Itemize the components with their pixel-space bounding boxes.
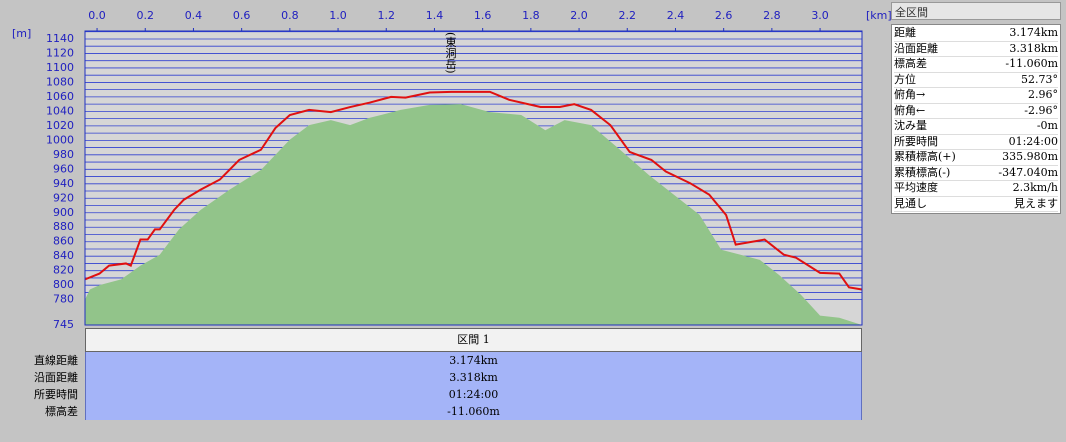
section-value: 3.318km <box>85 369 862 386</box>
summary-row: 累積標高(+) 335.980m <box>894 150 1058 166</box>
y-tick-label: 745 <box>53 318 74 331</box>
x-unit: [km] <box>866 9 892 22</box>
summary-row: 標高差 -11.060m <box>894 57 1058 73</box>
y-tick-label: 1060 <box>46 90 74 103</box>
y-tick-label: 820 <box>53 264 74 277</box>
section-row: 直線距離 3.174km <box>0 352 862 369</box>
x-tick-label: 1.0 <box>329 9 347 22</box>
summary-label: 所要時間 <box>894 135 938 150</box>
summary-label: 沈み量 <box>894 119 927 135</box>
x-tick-label: 2.4 <box>667 9 685 22</box>
summary-value: 52.73° <box>1021 73 1058 88</box>
section-header: 区間 1 <box>85 328 862 352</box>
y-tick-label: 920 <box>53 191 74 204</box>
section-label: 沿面距離 <box>34 371 78 384</box>
section-row: 沿面距離 3.318km <box>0 369 862 386</box>
summary-label: 見通し <box>894 197 927 212</box>
summary-table: 距離 3.174km 沿面距離 3.318km 標高差 -11.060m 方位 52.73° 俯… <box>891 24 1061 214</box>
x-tick-label: 1.6 <box>474 9 492 22</box>
y-tick-label: 1000 <box>46 133 74 146</box>
terrain-area <box>85 104 862 325</box>
x-tick-label: 0.8 <box>281 9 299 22</box>
summary-value: 3.174km <box>1009 26 1058 42</box>
summary-value: 335.980m <box>1002 150 1058 166</box>
section-row: 標高差 -11.060m <box>0 403 862 420</box>
summary-value: 3.318km <box>1009 42 1058 57</box>
summary-value: -11.060m <box>1005 57 1058 73</box>
x-tick-label: 3.0 <box>811 9 829 22</box>
summary-panel: 全区間 距離 3.174km 沿面距離 3.318km 標高差 -11.060m 方位 52.… <box>891 2 1061 214</box>
annotation: (東洞岳) <box>444 32 457 74</box>
section-value: 3.174km <box>85 352 862 369</box>
summary-label: 俯角→ <box>894 88 926 104</box>
x-tick-label: 1.2 <box>378 9 396 22</box>
y-tick-label: 880 <box>53 220 74 233</box>
plot-border <box>84 30 863 326</box>
summary-value: 2.3km/h <box>1012 181 1058 197</box>
summary-row: 累積標高(-) -347.040m <box>894 166 1058 181</box>
y-tick-label: 780 <box>53 293 74 306</box>
section-label: 所要時間 <box>34 388 78 401</box>
summary-label: 平均速度 <box>894 181 938 197</box>
y-tick-label: 1100 <box>46 61 74 74</box>
summary-row: 見通し 見えます <box>894 197 1058 212</box>
section-label: 標高差 <box>45 405 78 418</box>
summary-value: 2.96° <box>1028 88 1058 104</box>
summary-row: 平均速度 2.3km/h <box>894 181 1058 197</box>
y-tick-label: 900 <box>53 206 74 219</box>
section-label: 直線距離 <box>34 354 78 367</box>
x-tick-label: 2.0 <box>570 9 588 22</box>
summary-label: 方位 <box>894 73 916 88</box>
x-tick-label: 0.6 <box>233 9 251 22</box>
y-tick-label: 980 <box>53 148 74 161</box>
summary-label: 沿面距離 <box>894 42 938 57</box>
y-tick-label: 960 <box>53 162 74 175</box>
section-value: -11.060m <box>85 403 862 420</box>
summary-row: 沈み量 -0m <box>894 119 1058 135</box>
summary-value: -347.040m <box>998 166 1058 181</box>
summary-row: 俯角← -2.96° <box>894 104 1058 119</box>
summary-label: 距離 <box>894 26 916 42</box>
summary-label: 標高差 <box>894 57 927 73</box>
summary-row: 方位 52.73° <box>894 73 1058 88</box>
x-tick-label: 2.8 <box>763 9 781 22</box>
y-tick-label: 1040 <box>46 104 74 117</box>
summary-value: 見えます <box>1014 197 1058 212</box>
summary-value: 01:24:00 <box>1008 135 1058 150</box>
section-row: 所要時間 01:24:00 <box>0 386 862 403</box>
x-tick-label: 2.6 <box>715 9 733 22</box>
summary-row: 距離 3.174km <box>894 26 1058 42</box>
x-tick-label: 1.4 <box>426 9 444 22</box>
x-tick-label: 0.4 <box>185 9 203 22</box>
section-table: 区間 1 直線距離 3.174km 沿面距離 3.318km 所要時間 01:24:00 標… <box>0 328 862 420</box>
summary-label: 累積標高(-) <box>894 166 951 181</box>
summary-label: 俯角← <box>894 104 926 119</box>
summary-row: 所要時間 01:24:00 <box>894 135 1058 150</box>
section-value: 01:24:00 <box>85 386 862 403</box>
summary-value: -2.96° <box>1024 104 1058 119</box>
x-tick-label: 0.0 <box>88 9 106 22</box>
summary-label: 累積標高(+) <box>894 150 956 166</box>
y-tick-label: 800 <box>53 278 74 291</box>
y-tick-label: 940 <box>53 177 74 190</box>
y-tick-label: 840 <box>53 249 74 262</box>
x-tick-label: 0.2 <box>137 9 155 22</box>
y-tick-label: 1080 <box>46 75 74 88</box>
y-tick-label: 1140 <box>46 32 74 45</box>
route-line <box>84 90 863 291</box>
summary-title: 全区間 <box>891 2 1061 20</box>
y-tick-label: 1020 <box>46 119 74 132</box>
y-tick-label: 860 <box>53 235 74 248</box>
x-tick-label: 1.8 <box>522 9 540 22</box>
y-tick-label: 1120 <box>46 46 74 59</box>
summary-row: 俯角→ 2.96° <box>894 88 1058 104</box>
summary-value: -0m <box>1036 119 1058 135</box>
x-tick-label: 2.2 <box>619 9 637 22</box>
y-unit: [m] <box>12 27 31 40</box>
summary-row: 沿面距離 3.318km <box>894 42 1058 57</box>
